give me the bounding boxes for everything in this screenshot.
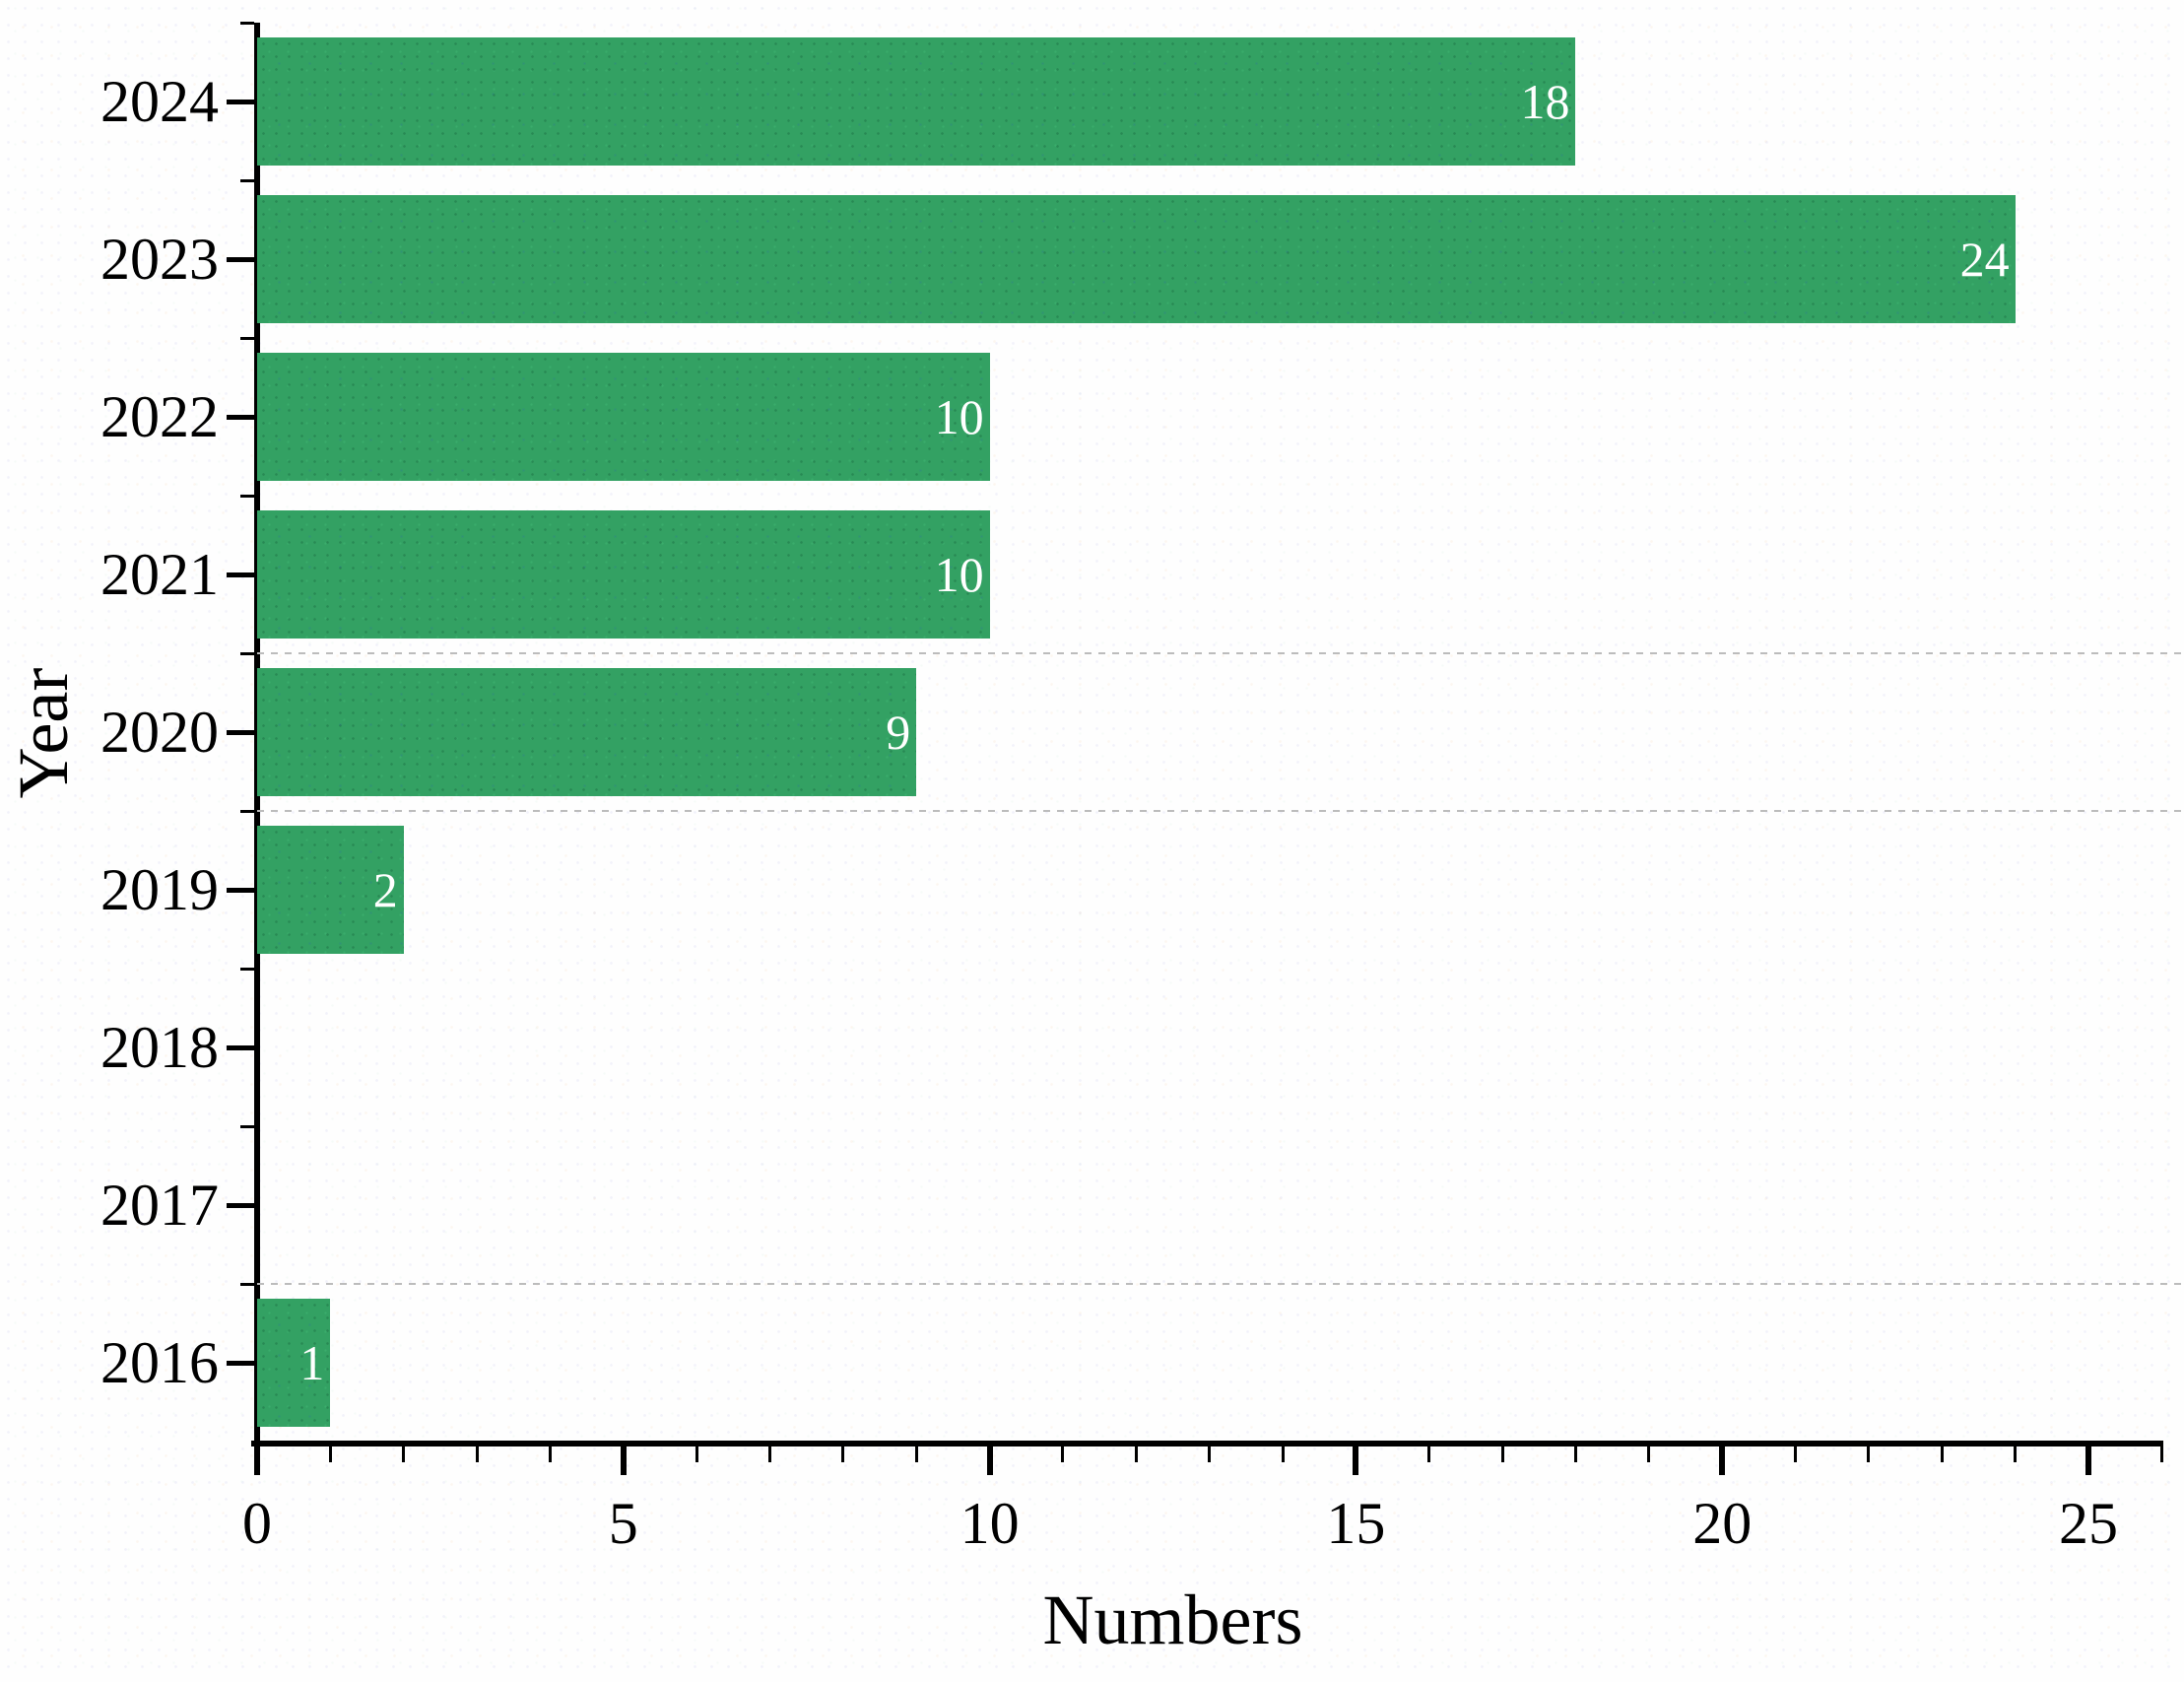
x-minor-tick (1500, 1446, 1504, 1462)
x-minor-tick (328, 1446, 332, 1462)
y-minor-tick (240, 336, 254, 340)
y-minor-tick (240, 1282, 254, 1286)
y-minor-tick (240, 178, 254, 182)
bar-value-2021: 10 (934, 547, 984, 602)
x-minor-tick (1061, 1446, 1065, 1462)
bar-value-2024: 18 (1520, 74, 1570, 129)
x-major-tick (254, 1446, 260, 1475)
x-major-tick (986, 1446, 993, 1475)
bar-2020 (257, 668, 917, 796)
y-minor-tick (240, 651, 254, 655)
x-minor-tick (1940, 1446, 1944, 1462)
x-minor-tick (475, 1446, 479, 1462)
x-tick-label-20: 20 (1692, 1491, 1753, 1556)
x-minor-tick (2159, 1446, 2163, 1462)
bar-2016 (257, 1299, 331, 1427)
x-minor-tick (1647, 1446, 1651, 1462)
y-major-tick (227, 887, 254, 893)
x-tick-label-25: 25 (2059, 1491, 2118, 1556)
y-axis-title: Year (4, 667, 83, 799)
x-minor-tick (1134, 1446, 1138, 1462)
x-axis-spine (251, 1441, 2163, 1447)
x-minor-tick (1573, 1446, 1577, 1462)
y-major-tick (227, 1044, 254, 1050)
x-major-tick (1353, 1446, 1359, 1475)
x-tick-label-10: 10 (960, 1491, 1020, 1556)
y-tick-label-2017: 2017 (100, 1173, 219, 1238)
x-axis-title: Numbers (1042, 1581, 1303, 1659)
bar-2024 (257, 37, 1576, 166)
bar-value-2016: 1 (299, 1335, 325, 1390)
y-minor-tick (240, 967, 254, 971)
x-minor-tick (695, 1446, 698, 1462)
bar-value-2020: 9 (886, 705, 911, 760)
dashed-gridline (257, 1283, 2184, 1285)
x-tick-label-0: 0 (242, 1491, 272, 1556)
x-minor-tick (914, 1446, 918, 1462)
y-tick-label-2022: 2022 (100, 384, 219, 449)
bar-2021 (257, 510, 990, 639)
y-tick-label-2024: 2024 (100, 69, 219, 134)
x-minor-tick (1427, 1446, 1431, 1462)
y-major-tick (227, 729, 254, 735)
bar-value-2022: 10 (934, 389, 984, 444)
bar-2023 (257, 195, 2016, 323)
y-major-tick (227, 572, 254, 577)
y-tick-label-2020: 2020 (100, 700, 219, 765)
y-tick-label-2018: 2018 (100, 1015, 219, 1080)
y-major-tick (227, 1202, 254, 1208)
x-minor-tick (1208, 1446, 1212, 1462)
x-minor-tick (1794, 1446, 1798, 1462)
bar-2022 (257, 353, 990, 481)
x-minor-tick (768, 1446, 772, 1462)
y-tick-label-2021: 2021 (100, 542, 219, 607)
y-major-tick (227, 1360, 254, 1366)
x-tick-label-15: 15 (1326, 1491, 1386, 1556)
x-minor-tick (2014, 1446, 2018, 1462)
x-minor-tick (402, 1446, 406, 1462)
y-minor-tick (240, 809, 254, 813)
y-tick-label-2023: 2023 (100, 227, 219, 292)
y-tick-label-2016: 2016 (100, 1330, 219, 1395)
x-major-tick (2085, 1446, 2091, 1475)
y-minor-tick (240, 1124, 254, 1128)
bar-value-2019: 2 (372, 862, 398, 917)
x-minor-tick (548, 1446, 552, 1462)
bar-2019 (257, 826, 404, 954)
x-major-tick (620, 1446, 627, 1475)
y-major-tick (227, 414, 254, 420)
bar-value-2023: 24 (1959, 232, 2010, 287)
y-tick-label-2019: 2019 (100, 857, 219, 922)
x-tick-label-5: 5 (608, 1491, 638, 1556)
x-minor-tick (1281, 1446, 1285, 1462)
y-minor-tick (240, 21, 254, 25)
y-minor-tick (240, 494, 254, 498)
y-major-tick (227, 256, 254, 262)
dashed-gridline (257, 810, 2184, 812)
dashed-gridline (257, 652, 2184, 654)
x-minor-tick (841, 1446, 845, 1462)
y-major-tick (227, 99, 254, 104)
x-minor-tick (1867, 1446, 1871, 1462)
x-major-tick (1719, 1446, 1726, 1475)
